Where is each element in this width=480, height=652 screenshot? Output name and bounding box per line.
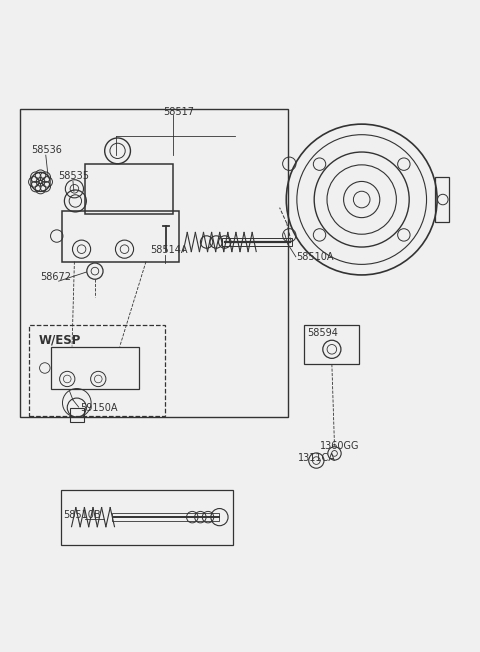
- Bar: [61, 490, 233, 544]
- Bar: [70, 408, 84, 422]
- Text: 1311CA: 1311CA: [298, 452, 336, 462]
- Text: 58594: 58594: [307, 328, 338, 338]
- Text: 58514A: 58514A: [150, 245, 188, 256]
- Bar: [112, 513, 218, 521]
- Bar: [50, 346, 139, 389]
- Text: 58535: 58535: [58, 171, 89, 181]
- Text: 1360GG: 1360GG: [320, 441, 360, 451]
- Text: 58536: 58536: [31, 145, 62, 155]
- Bar: [21, 109, 288, 417]
- Bar: [435, 177, 448, 222]
- Text: 59150A: 59150A: [80, 403, 118, 413]
- Text: W/ESP: W/ESP: [38, 334, 81, 347]
- Text: 58510B: 58510B: [63, 510, 101, 520]
- Text: 58517: 58517: [163, 107, 194, 117]
- Bar: [62, 211, 180, 261]
- Text: 58672: 58672: [40, 272, 72, 282]
- Bar: [222, 238, 292, 246]
- Bar: [85, 164, 173, 214]
- Text: 58510A: 58510A: [296, 252, 334, 262]
- Bar: [304, 325, 360, 364]
- Bar: [29, 325, 165, 416]
